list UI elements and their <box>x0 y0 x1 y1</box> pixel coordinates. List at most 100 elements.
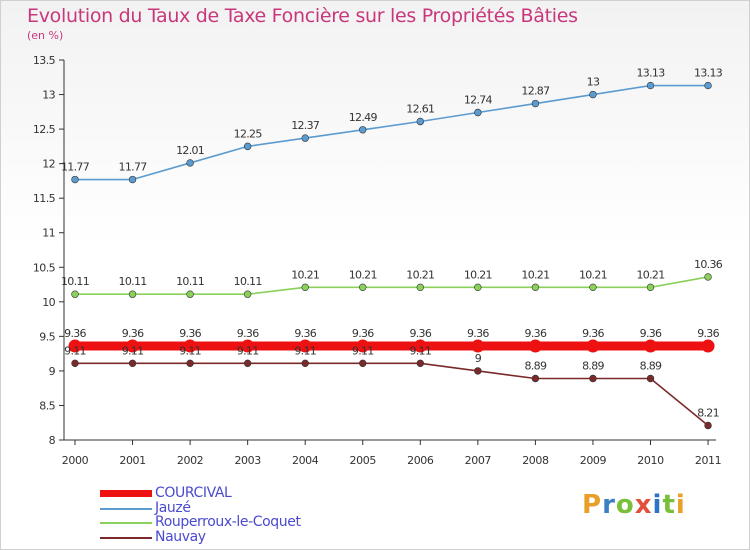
data-point-courcival <box>644 339 657 353</box>
data-point-courcival <box>471 339 485 353</box>
legend-label: COURCIVAL <box>155 485 232 501</box>
data-point-nauvay <box>186 359 194 368</box>
data-label-nauvay: 9.11 <box>122 344 144 357</box>
data-point-courcival <box>528 339 542 353</box>
y-tick-label: 10.5 <box>33 261 56 274</box>
y-tick-label: 8.5 <box>39 399 55 412</box>
data-label-courcival: 9.36 <box>64 327 86 340</box>
legend-item: Nauvay <box>100 528 360 545</box>
y-tick-label: 12.5 <box>33 123 56 136</box>
data-point-rouperroux-le-coquet <box>474 283 482 292</box>
data-point-nauvay <box>531 374 540 383</box>
data-label-rouperroux-le-coquet: 10.21 <box>521 268 549 281</box>
data-point-nauvay <box>71 359 79 368</box>
data-point-courcival <box>298 339 312 353</box>
data-point-rouperroux-le-coquet <box>416 283 424 292</box>
data-label-courcival: 9.36 <box>697 327 719 340</box>
logo-letter: x <box>634 490 653 520</box>
series-line-rouperroux-le-coquet <box>74 276 709 296</box>
data-point-rouperroux-le-coquet <box>243 290 252 298</box>
data-label-rouperroux-le-coquet: 10.21 <box>291 268 319 281</box>
data-point-courcival <box>586 339 600 353</box>
logo-letter: i <box>675 490 686 520</box>
data-label-nauvay: 9 <box>475 352 482 365</box>
data-label-nauvay: 9.11 <box>409 344 431 357</box>
data-label-courcival: 9.36 <box>352 327 374 340</box>
legend-label: Nauvay <box>155 528 206 545</box>
data-label-jauz-: 12.61 <box>406 102 434 115</box>
data-point-rouperroux-le-coquet <box>186 290 194 298</box>
data-label-courcival: 9.36 <box>122 327 144 340</box>
legend-item: COURCIVAL <box>100 485 360 501</box>
x-tick-label: 2009 <box>580 454 607 467</box>
data-label-rouperroux-le-coquet: 10.36 <box>694 258 723 271</box>
logo-letter: P <box>582 490 603 520</box>
data-label-nauvay: 9.11 <box>64 344 86 357</box>
data-point-nauvay <box>301 359 309 368</box>
x-tick-label: 2004 <box>292 454 319 467</box>
data-label-courcival: 9.36 <box>467 327 489 340</box>
data-label-rouperroux-le-coquet: 10.21 <box>349 268 377 281</box>
x-tick-label: 2010 <box>637 454 664 467</box>
series-line-jauz- <box>74 84 709 181</box>
data-point-courcival <box>183 339 197 353</box>
data-point-rouperroux-le-coquet <box>359 283 367 292</box>
data-label-jauz-: 12.49 <box>349 111 378 124</box>
data-label-jauz-: 12.25 <box>234 127 263 140</box>
proxiti-logo: Proxiti <box>582 490 686 520</box>
data-label-rouperroux-le-coquet: 10.21 <box>406 268 434 281</box>
data-label-courcival: 9.36 <box>582 327 604 340</box>
logo-letter: i <box>652 490 663 520</box>
data-point-courcival <box>68 339 82 353</box>
x-tick-label: 2005 <box>350 454 377 467</box>
data-label-nauvay: 8.21 <box>697 406 719 419</box>
y-tick-label: 9.5 <box>39 330 55 343</box>
data-label-courcival: 9.36 <box>179 327 201 340</box>
data-point-jauz- <box>474 108 482 117</box>
data-label-courcival: 9.36 <box>294 327 316 340</box>
legend-label: Rouperroux-le-Coquet <box>155 514 301 530</box>
y-tick-label: 11.5 <box>33 192 56 205</box>
data-label-jauz-: 12.87 <box>521 85 550 98</box>
data-point-jauz- <box>646 81 655 90</box>
data-point-jauz- <box>186 159 194 167</box>
data-label-rouperroux-le-coquet: 10.11 <box>234 275 262 288</box>
data-point-nauvay <box>416 359 424 368</box>
data-label-rouperroux-le-coquet: 10.11 <box>119 275 147 288</box>
data-point-jauz- <box>359 126 367 134</box>
y-tick-label: 12 <box>42 158 55 171</box>
data-label-rouperroux-le-coquet: 10.11 <box>61 275 89 288</box>
legend-item: Rouperroux-le-Coquet <box>100 514 360 530</box>
data-point-courcival <box>241 339 255 353</box>
y-tick-label: 13 <box>42 89 55 102</box>
data-point-rouperroux-le-coquet <box>71 290 79 298</box>
chart-unit: (en %) <box>27 29 64 42</box>
legend-swatch <box>100 490 152 497</box>
legend-label: Jauzé <box>155 499 191 516</box>
data-label-jauz-: 11.77 <box>119 161 148 174</box>
data-label-courcival: 9.36 <box>237 327 259 340</box>
data-point-nauvay <box>128 359 137 368</box>
x-tick-label: 2000 <box>62 454 89 467</box>
y-tick-label: 11 <box>42 227 55 240</box>
data-point-rouperroux-le-coquet <box>531 283 540 292</box>
legend-item: Jauzé <box>100 499 360 516</box>
data-point-jauz- <box>416 117 424 126</box>
data-label-nauvay: 8.89 <box>640 360 662 373</box>
logo-letter: r <box>602 490 616 520</box>
legend-swatch <box>100 507 152 510</box>
legend-swatch <box>100 522 152 524</box>
x-tick-label: 2002 <box>177 454 203 467</box>
data-point-rouperroux-le-coquet <box>646 283 655 292</box>
data-point-nauvay <box>474 367 482 375</box>
data-point-jauz- <box>589 90 597 99</box>
data-point-courcival <box>701 339 715 353</box>
data-point-rouperroux-le-coquet <box>704 273 712 281</box>
x-tick-label: 2011 <box>695 454 721 467</box>
data-point-courcival <box>126 339 140 353</box>
data-label-rouperroux-le-coquet: 10.11 <box>176 275 204 288</box>
data-label-nauvay: 8.89 <box>525 360 547 373</box>
data-label-nauvay: 9.11 <box>294 344 316 357</box>
